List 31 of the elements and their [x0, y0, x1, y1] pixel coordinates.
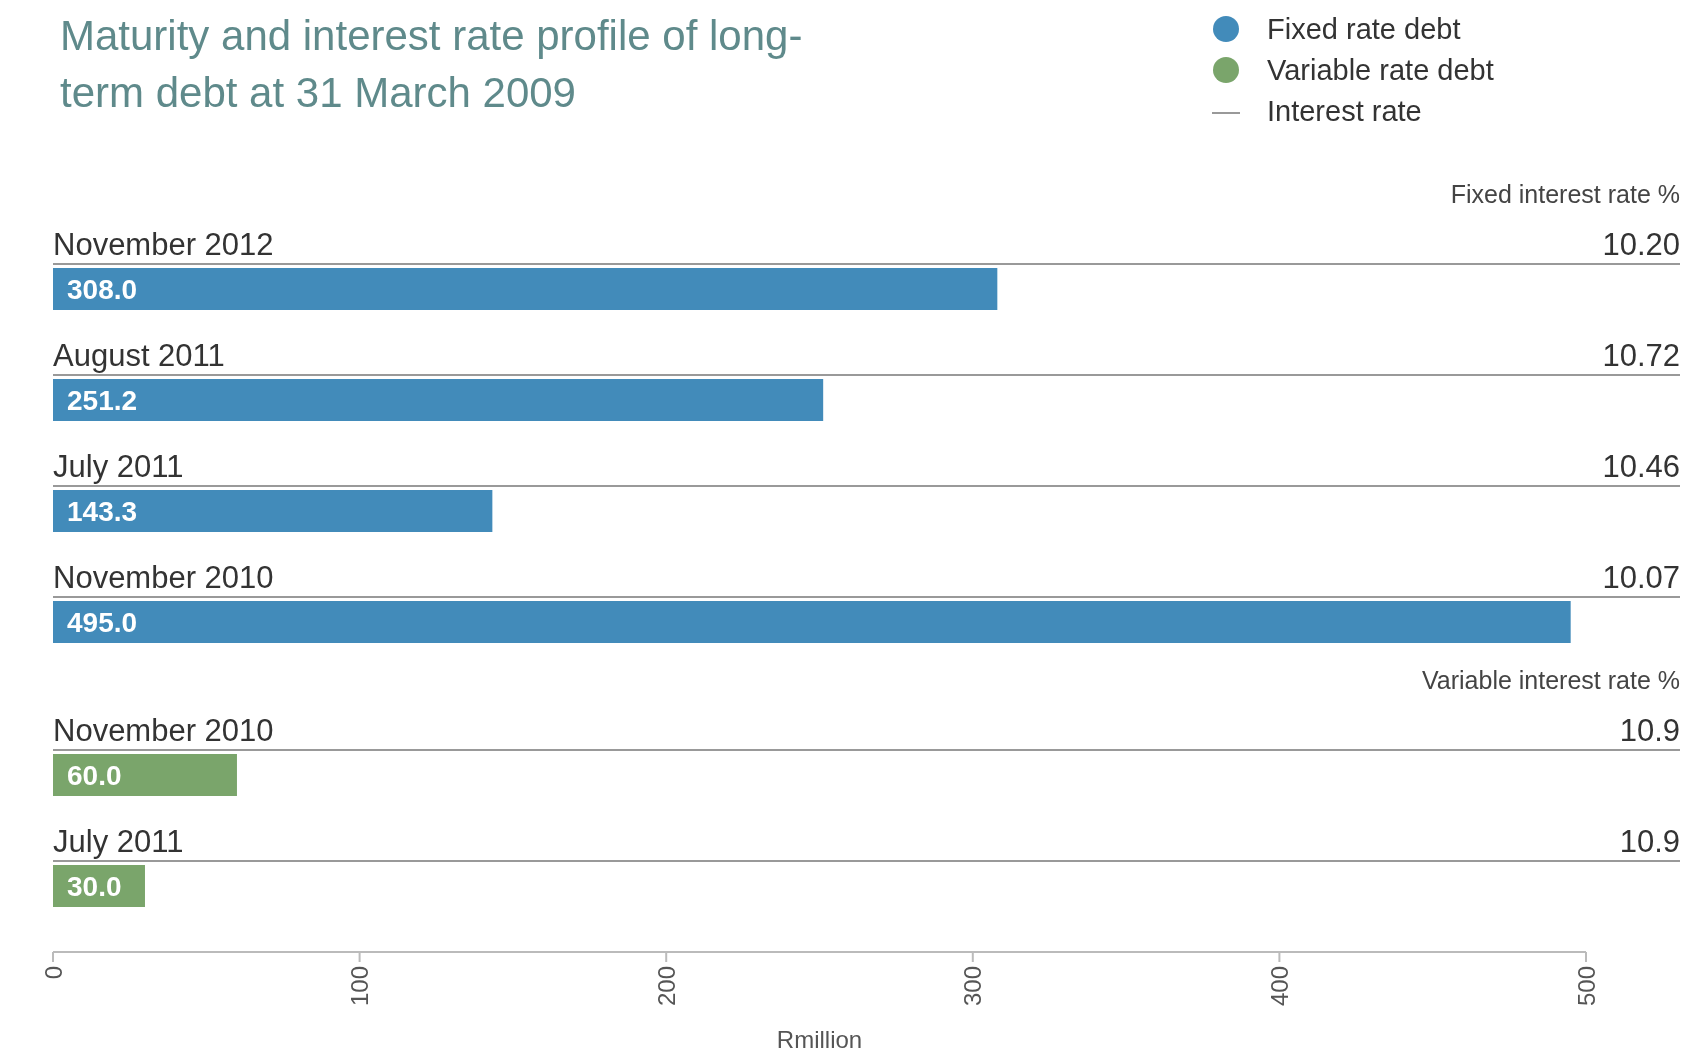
data-label: 143.3 — [67, 496, 138, 527]
data-label: 308.0 — [67, 274, 138, 305]
data-label: 495.0 — [67, 607, 138, 638]
bar — [53, 268, 998, 310]
data-label: 251.2 — [67, 385, 138, 416]
annotation: Variable interest rate % — [1422, 666, 1680, 694]
chart-title: Maturity and interest rate profile of long-term debt at 31 March 2009 — [60, 12, 803, 116]
ref-line-label: 10.9 — [1619, 713, 1680, 748]
ref-line-label: 10.46 — [1602, 449, 1680, 484]
x-axis-title: Rmillion — [776, 1026, 863, 1053]
bar — [53, 601, 1571, 643]
data-label: 30.0 — [67, 871, 122, 902]
bar — [53, 379, 824, 421]
legend-label: Variable rate debt — [1267, 54, 1494, 86]
ref-line-label: 10.72 — [1602, 338, 1680, 373]
bar — [53, 490, 493, 532]
x-tick-label: 0 — [39, 966, 67, 980]
data-label: 60.0 — [67, 760, 122, 791]
legend-label: Fixed rate debt — [1267, 13, 1461, 45]
category-label: August 2011 — [53, 338, 225, 373]
annotation: Fixed interest rate % — [1450, 180, 1680, 208]
ref-line-label: 10.20 — [1602, 227, 1680, 262]
x-tick-label: 200 — [652, 966, 680, 1007]
category-label: November 2012 — [53, 227, 274, 262]
x-tick-label: 500 — [1572, 966, 1600, 1007]
ref-line-label: 10.07 — [1602, 560, 1680, 595]
x-tick-label: 400 — [1265, 966, 1293, 1007]
x-tick-label: 300 — [959, 966, 987, 1007]
ref-line-label: 10.9 — [1619, 824, 1680, 859]
text: Interest rate — [1267, 95, 1422, 127]
x-tick-label: 100 — [346, 966, 374, 1007]
